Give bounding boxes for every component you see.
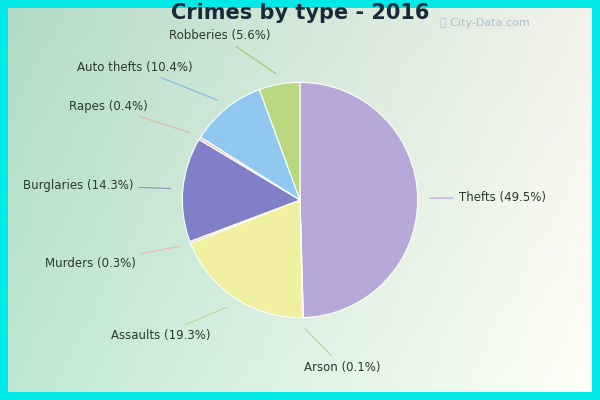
Wedge shape: [300, 82, 418, 318]
Text: Robberies (5.6%): Robberies (5.6%): [169, 29, 275, 73]
Wedge shape: [259, 82, 300, 200]
Wedge shape: [200, 90, 300, 200]
Text: ⓘ City-Data.com: ⓘ City-Data.com: [440, 18, 529, 28]
Text: Murders (0.3%): Murders (0.3%): [44, 246, 179, 270]
Wedge shape: [199, 137, 300, 200]
Wedge shape: [300, 200, 304, 318]
Text: Auto thefts (10.4%): Auto thefts (10.4%): [77, 61, 218, 100]
Wedge shape: [182, 140, 300, 242]
Text: Crimes by type - 2016: Crimes by type - 2016: [171, 3, 429, 23]
Wedge shape: [191, 200, 302, 318]
Text: Thefts (49.5%): Thefts (49.5%): [430, 191, 546, 204]
Text: Arson (0.1%): Arson (0.1%): [304, 329, 381, 374]
Wedge shape: [190, 200, 300, 244]
Text: Rapes (0.4%): Rapes (0.4%): [69, 100, 189, 132]
Text: Burglaries (14.3%): Burglaries (14.3%): [23, 178, 170, 192]
Text: Assaults (19.3%): Assaults (19.3%): [111, 307, 227, 342]
